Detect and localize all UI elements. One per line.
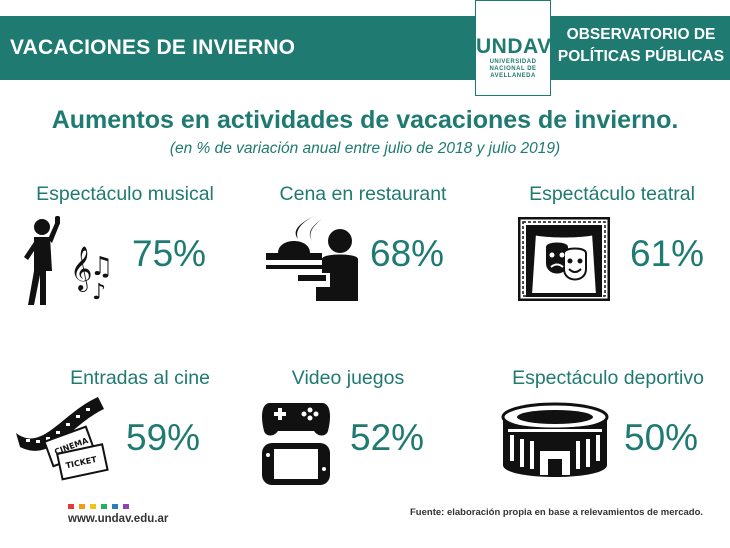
header: VACACIONES DE INVIERNO UNDAV UNIVERSIDAD…: [0, 0, 730, 96]
org-line-2: POLÍTICAS PÚBLICAS: [557, 48, 725, 65]
color-dot: [112, 504, 118, 509]
organization-name: OBSERVATORIO DE POLÍTICAS PÚBLICAS: [556, 24, 726, 68]
item-value: 52%: [350, 417, 425, 458]
music-singer-icon: 𝄞 ♫ ♪: [24, 216, 113, 305]
color-dot: [101, 504, 107, 509]
item-sports: Espectáculo deportivo 50%: [500, 367, 716, 492]
item-label: Espectáculo teatral: [529, 183, 695, 205]
color-dot: [68, 504, 74, 509]
svg-text:𝄞: 𝄞: [70, 246, 92, 292]
item-label: Espectáculo musical: [36, 183, 214, 205]
org-line-1: OBSERVATORIO DE: [566, 26, 716, 43]
item-label: Entradas al cine: [70, 367, 210, 389]
item-cinema: Entradas al cine CINEMA TICKET 59%: [16, 367, 232, 492]
gamepad-icon: [262, 403, 330, 485]
item-videogames: Video juegos 52%: [258, 367, 438, 492]
source-note: Fuente: elaboración propia en base a rel…: [410, 507, 704, 518]
color-dot: [123, 504, 129, 509]
page-title: Aumentos en actividades de vacaciones de…: [51, 106, 679, 134]
item-label: Video juegos: [291, 367, 405, 389]
header-title: VACACIONES DE INVIERNO: [10, 36, 296, 59]
stadium-icon: [501, 402, 609, 477]
theater-masks-icon: [518, 217, 610, 301]
item-musical: Espectáculo musical 𝄞 ♫ ♪ 75%: [20, 183, 230, 308]
color-dot: [79, 504, 85, 509]
item-label: Espectáculo deportivo: [512, 367, 704, 389]
item-value: 68%: [370, 233, 445, 274]
color-dot: [90, 504, 96, 509]
logo-sub-line-1: UNIVERSIDAD: [489, 59, 537, 65]
color-dots: [68, 504, 148, 510]
cinema-ticket-icon: CINEMA TICKET: [16, 397, 109, 481]
svg-text:♪: ♪: [92, 280, 106, 305]
item-theater: Espectáculo teatral 61%: [512, 183, 712, 308]
page-subtitle: (en % de variación anual entre julio de …: [169, 140, 561, 157]
header-band: [0, 16, 730, 80]
item-restaurant: Cena en restaurant 68%: [258, 183, 468, 308]
undav-logo[interactable]: UNDAV UNIVERSIDAD NACIONAL DE AVELLANEDA: [475, 0, 551, 96]
item-value: 61%: [630, 233, 705, 274]
logo-sub-line-3: AVELLANEDA: [490, 73, 536, 79]
item-value: 50%: [624, 417, 699, 458]
restaurant-dish-icon: [266, 215, 358, 301]
logo-word: UNDAV: [476, 35, 552, 58]
item-label: Cena en restaurant: [279, 183, 447, 205]
logo-subtitle: UNIVERSIDAD NACIONAL DE AVELLANEDA: [476, 59, 550, 80]
item-value: 59%: [126, 417, 201, 458]
svg-text:♫: ♫: [90, 252, 113, 282]
logo-sub-line-2: NACIONAL DE: [489, 66, 537, 72]
website-link[interactable]: www.undav.edu.ar: [68, 513, 169, 525]
item-value: 75%: [132, 233, 207, 274]
